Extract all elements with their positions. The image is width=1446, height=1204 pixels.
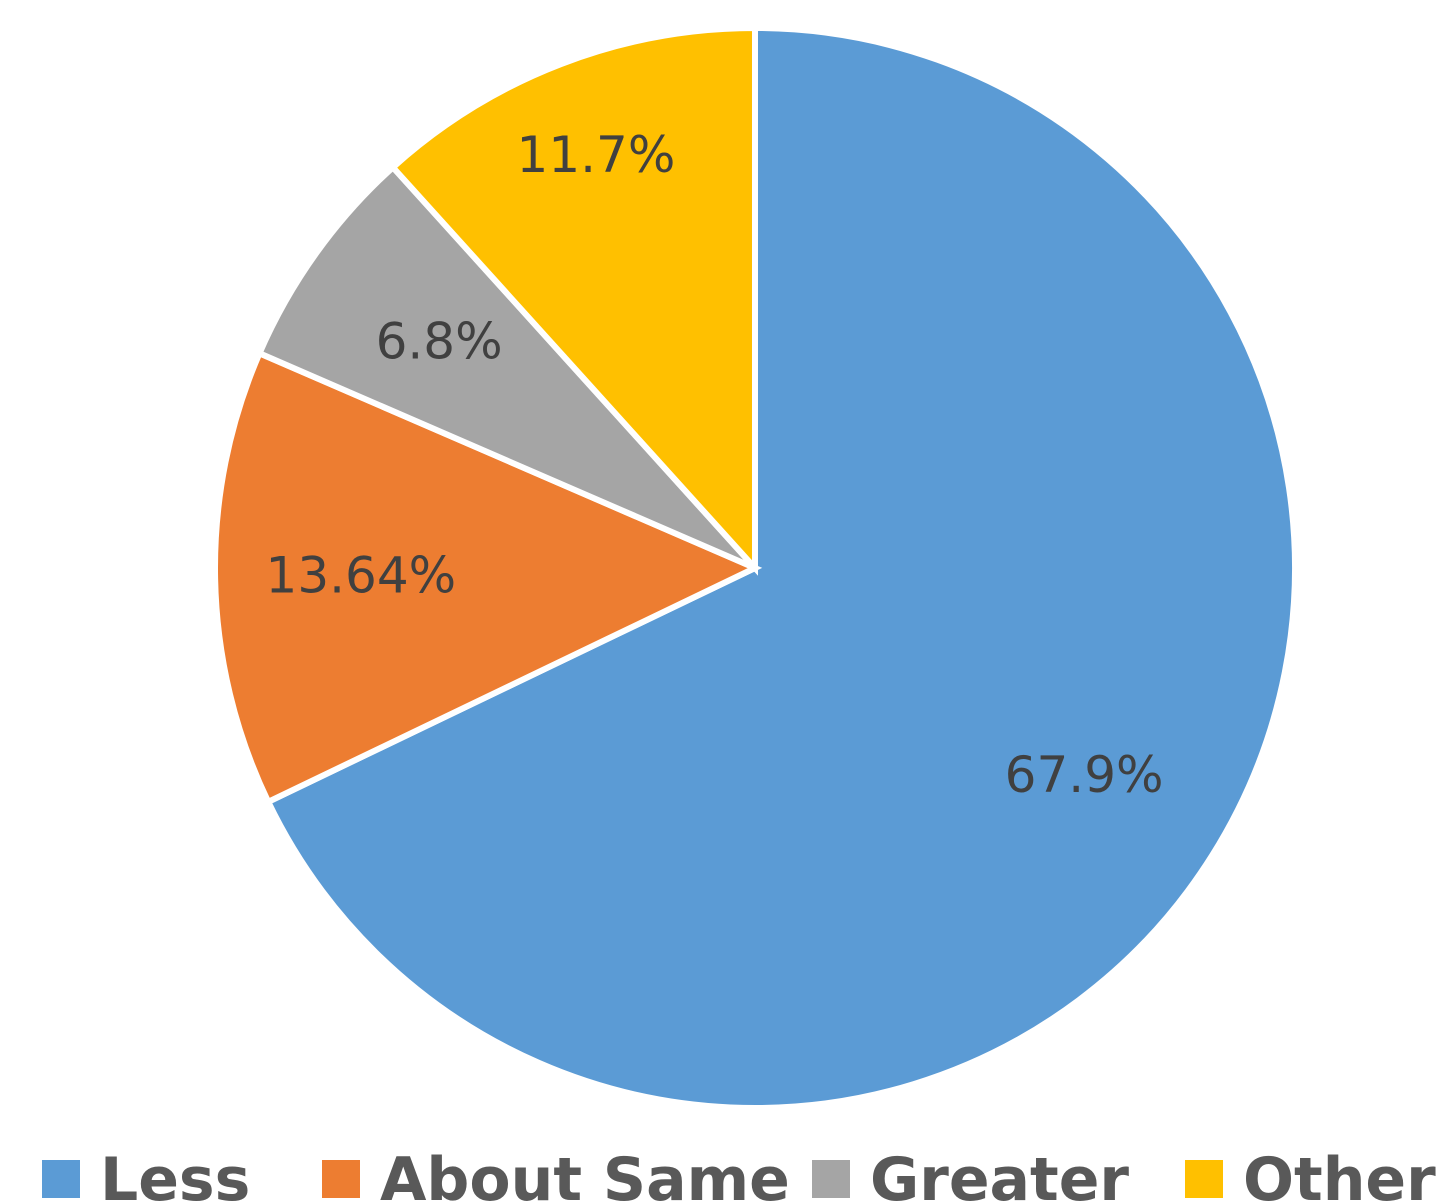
- pie-slice-about-same: [212, 349, 763, 806]
- data-label-less: 67.9%: [1005, 746, 1164, 804]
- legend-swatch-greater: [812, 1160, 850, 1198]
- legend-item-about-same: About Same: [322, 1145, 790, 1204]
- legend-item-less: Less: [42, 1145, 250, 1204]
- pie-slice-other: [388, 24, 758, 576]
- legend-item-other: Other: [1185, 1145, 1436, 1204]
- data-label-other: 11.7%: [517, 126, 676, 184]
- legend-label-other: Other: [1243, 1145, 1436, 1204]
- data-label-greater: 6.8%: [376, 312, 503, 370]
- data-label-about-same: 13.64%: [266, 547, 457, 605]
- legend-swatch-other: [1185, 1160, 1223, 1198]
- legend-label-greater: Greater: [870, 1145, 1129, 1204]
- pie-data-labels: 67.9% 13.64% 6.8% 11.7%: [266, 126, 1164, 804]
- pie-slices: [212, 24, 1298, 1111]
- legend-label-about-same: About Same: [380, 1145, 790, 1204]
- legend-swatch-about-same: [322, 1160, 360, 1198]
- legend-item-greater: Greater: [812, 1145, 1129, 1204]
- legend-swatch-less: [42, 1160, 80, 1198]
- pie-slice-greater: [255, 163, 758, 571]
- legend: Less About Same Greater Other: [42, 1145, 1436, 1204]
- legend-label-less: Less: [100, 1145, 250, 1204]
- pie-slice-less: [264, 24, 1298, 1111]
